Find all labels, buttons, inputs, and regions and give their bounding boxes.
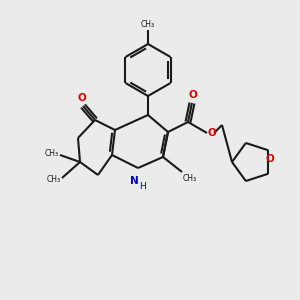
Text: O: O	[208, 128, 217, 138]
Text: O: O	[78, 93, 86, 103]
Text: N: N	[130, 176, 138, 186]
Text: CH₃: CH₃	[183, 174, 197, 183]
Text: O: O	[266, 154, 274, 164]
Text: CH₃: CH₃	[141, 20, 155, 29]
Text: CH₃: CH₃	[47, 175, 61, 184]
Text: CH₃: CH₃	[45, 149, 59, 158]
Text: O: O	[189, 90, 197, 100]
Text: H: H	[139, 182, 145, 191]
